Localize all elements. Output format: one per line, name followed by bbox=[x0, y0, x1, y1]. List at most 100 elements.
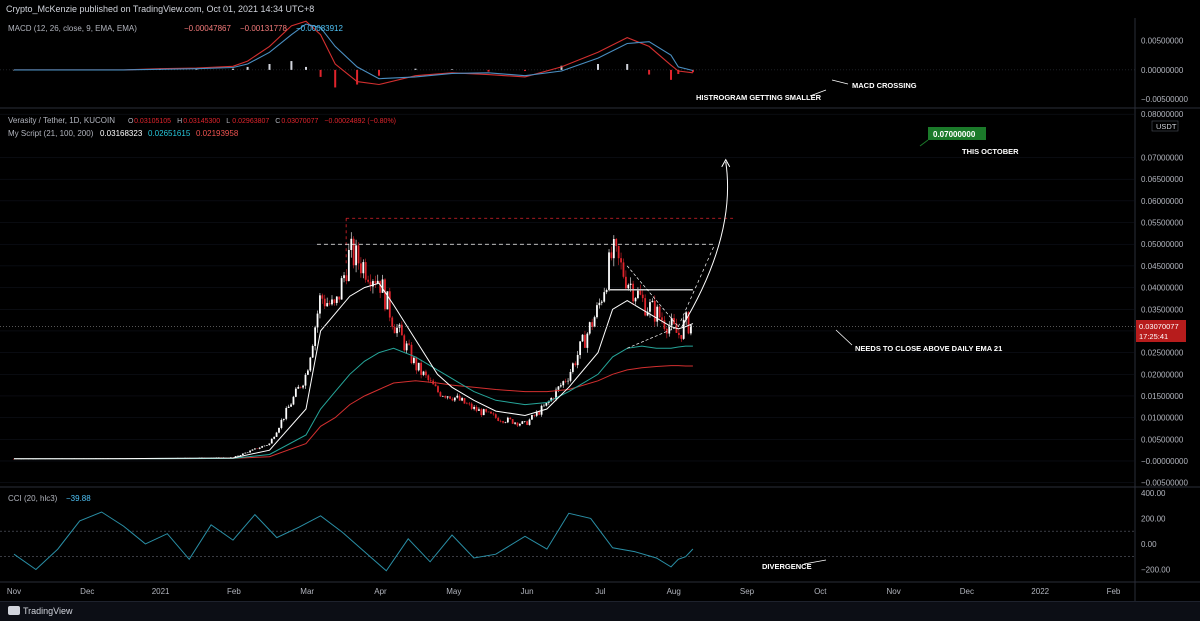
candle-body bbox=[598, 302, 601, 306]
currency-badge bbox=[1151, 120, 1179, 132]
candle-body bbox=[287, 406, 290, 408]
y-tick-label: 400.00 bbox=[1141, 489, 1166, 498]
ohlc-value: L bbox=[226, 118, 230, 125]
candle-body bbox=[685, 312, 688, 320]
candle-body bbox=[439, 392, 442, 397]
ema200-line bbox=[14, 365, 693, 460]
candle-body bbox=[494, 414, 497, 418]
script-title: My Script (21, 100, 200) bbox=[8, 129, 94, 138]
candle-body bbox=[415, 357, 418, 371]
cci-line bbox=[13, 511, 694, 572]
chart-canvas[interactable]: Nov Dec 2021 Feb Mar Apr May Jun Jul Aug Sep Oct Nov… bbox=[0, 0, 1200, 601]
macd-histogram-bar bbox=[487, 69, 490, 72]
candle-body bbox=[644, 298, 647, 316]
arrow-divergence bbox=[803, 559, 827, 565]
candle-body bbox=[555, 389, 557, 400]
macd-histogram-bar bbox=[356, 69, 359, 85]
x-tick-label: Feb bbox=[227, 587, 241, 596]
ohlc-value: 0.03105105 bbox=[134, 118, 171, 125]
macd-pane bbox=[0, 20, 1135, 88]
candle-body bbox=[543, 405, 545, 407]
macd-value: −0.00047867 bbox=[184, 24, 231, 33]
candle-body bbox=[658, 306, 661, 318]
tradingview-icon bbox=[8, 606, 20, 615]
candle-body bbox=[487, 411, 490, 413]
macd-histogram-bar bbox=[597, 64, 599, 70]
axes: Nov Dec 2021 Feb Mar Apr May Jun Jul Aug Sep Oct Nov… bbox=[7, 37, 1189, 596]
candle-body bbox=[523, 421, 526, 422]
projection-arrow bbox=[681, 161, 729, 327]
candle-body bbox=[357, 245, 360, 264]
macd-histogram-bar bbox=[268, 64, 271, 70]
y-tick-label: 0.05000000 bbox=[1141, 240, 1184, 249]
candle-body bbox=[661, 317, 663, 321]
x-tick-label: Dec bbox=[960, 587, 974, 596]
x-tick-label: Mar bbox=[300, 587, 314, 596]
ema21-line bbox=[14, 282, 694, 460]
candle-body bbox=[285, 407, 288, 419]
candle-body bbox=[333, 299, 336, 303]
candle-body bbox=[634, 298, 637, 302]
x-tick-label: 2021 bbox=[152, 587, 170, 596]
candle-body bbox=[528, 419, 531, 425]
candle-body bbox=[331, 299, 333, 305]
candle-body bbox=[591, 322, 594, 327]
macd-histogram-bar bbox=[560, 65, 563, 70]
candle-body bbox=[384, 279, 386, 310]
candle-body bbox=[338, 296, 341, 300]
candle-body bbox=[649, 302, 651, 312]
candle-body bbox=[518, 423, 521, 426]
candle-body bbox=[321, 295, 324, 299]
candle-body bbox=[620, 258, 622, 263]
macd-histogram-bar bbox=[524, 69, 526, 72]
tradingview-logo[interactable]: TradingView bbox=[8, 606, 73, 616]
x-tick-label: Aug bbox=[667, 587, 681, 596]
candle-body bbox=[451, 398, 454, 401]
candle-body bbox=[328, 303, 331, 305]
macd-histogram-bar bbox=[290, 61, 293, 70]
footer-bar: TradingView bbox=[0, 601, 1200, 621]
candle-body bbox=[687, 312, 690, 334]
candle-body bbox=[405, 343, 408, 351]
script-value: 0.02193958 bbox=[196, 129, 239, 138]
macd-histogram-bar bbox=[451, 69, 453, 70]
candle-body bbox=[622, 262, 625, 277]
candle-body bbox=[600, 301, 603, 303]
candle-body bbox=[372, 281, 374, 287]
y-tick-label: 0.06500000 bbox=[1141, 175, 1184, 184]
candle-body bbox=[545, 402, 548, 406]
candle-body bbox=[437, 386, 439, 393]
candle-body bbox=[461, 398, 463, 401]
script-value: 0.03168323 bbox=[100, 129, 143, 138]
y-tick-label: 0.03500000 bbox=[1141, 305, 1184, 314]
candle-body bbox=[388, 291, 391, 318]
candle-body bbox=[458, 395, 461, 401]
candle-body bbox=[343, 275, 345, 279]
projection-arrowhead bbox=[721, 158, 731, 168]
candle-body bbox=[258, 447, 261, 449]
macd-title: MACD (12, 26, close, 9, EMA, EMA) bbox=[8, 24, 137, 33]
candle-body bbox=[323, 298, 326, 307]
candle-body bbox=[526, 421, 529, 425]
y-tick-label: 200.00 bbox=[1141, 514, 1166, 523]
candle-body bbox=[359, 263, 362, 274]
candle-body bbox=[446, 396, 449, 398]
ohlc-value: O bbox=[128, 118, 134, 125]
candle-body bbox=[480, 409, 483, 416]
candle-body bbox=[482, 409, 485, 416]
candle-body bbox=[478, 409, 480, 411]
y-tick-label: −0.00000000 bbox=[1141, 457, 1188, 466]
macd-histogram-bar bbox=[246, 66, 249, 70]
y-tick-label: −0.00500000 bbox=[1141, 479, 1188, 488]
candle-body bbox=[261, 446, 264, 448]
y-tick-label: 0.01500000 bbox=[1141, 392, 1184, 401]
x-tick-label: Apr bbox=[374, 587, 387, 596]
y-tick-label: 0.07000000 bbox=[1141, 154, 1184, 163]
candle-body bbox=[234, 456, 237, 458]
cci-title: CCI (20, hlc3) bbox=[8, 494, 58, 503]
candle-body bbox=[465, 403, 468, 405]
candle-body bbox=[579, 341, 582, 355]
candle-body bbox=[574, 363, 577, 366]
candle-body bbox=[639, 290, 642, 295]
candle-body bbox=[509, 417, 512, 420]
